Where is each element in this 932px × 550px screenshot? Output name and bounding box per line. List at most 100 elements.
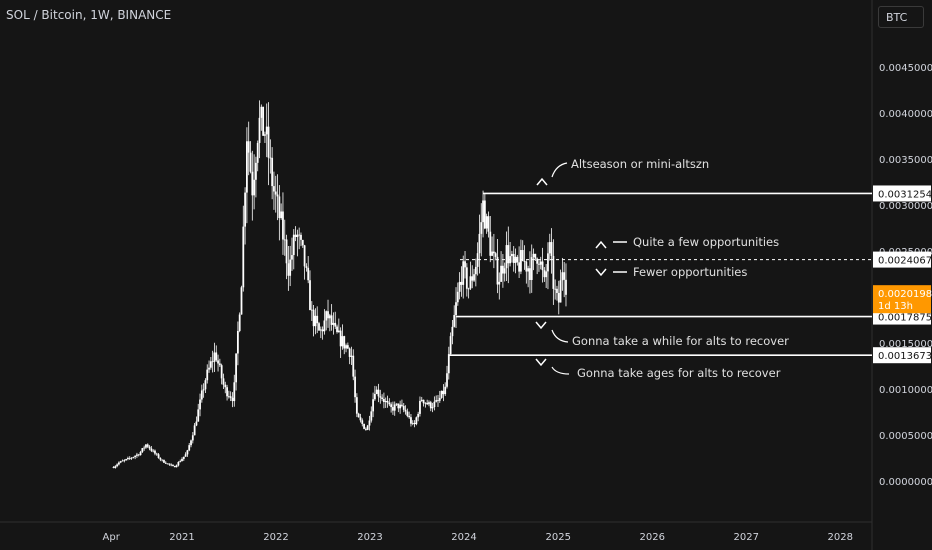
level-price-label: 0.0013673 xyxy=(878,351,932,362)
candle-body xyxy=(511,253,513,257)
candle-body xyxy=(507,245,510,264)
candle-body xyxy=(392,407,394,411)
candle-body xyxy=(446,373,448,387)
candle-body xyxy=(157,454,160,458)
candle-body xyxy=(548,242,551,254)
candle-body xyxy=(116,464,119,467)
candle-body xyxy=(127,457,129,460)
arrow-down-icon xyxy=(595,268,607,277)
annotation-connector xyxy=(551,329,569,343)
candle-body xyxy=(150,448,153,451)
currency-unit-button[interactable]: BTC xyxy=(878,6,924,28)
candle-body xyxy=(404,409,407,412)
candle-body xyxy=(181,458,183,462)
candle-body xyxy=(143,447,146,449)
candles xyxy=(112,100,567,469)
candle-body xyxy=(413,422,416,425)
candle-body xyxy=(460,281,463,285)
candle-body xyxy=(132,457,135,458)
candle-body xyxy=(271,157,274,187)
candle-body xyxy=(368,420,371,426)
candle-body xyxy=(399,404,402,409)
annotation-connector xyxy=(551,366,570,375)
candle-body xyxy=(453,315,456,327)
candle-body xyxy=(249,152,252,172)
candle-body xyxy=(384,400,387,402)
candle-body xyxy=(292,234,295,256)
candle-body xyxy=(397,403,400,409)
annotations: Altseason or mini-altszn Quite a few oppo… xyxy=(535,157,789,380)
candle-body xyxy=(285,239,288,264)
candle-body xyxy=(527,268,530,272)
candle-body xyxy=(373,393,376,400)
candle-body xyxy=(208,367,210,370)
candle-body xyxy=(455,302,457,316)
candle-body xyxy=(478,233,481,254)
candle-body xyxy=(346,345,349,349)
candle-body xyxy=(226,387,228,397)
candle-body xyxy=(422,399,425,404)
candle-body xyxy=(224,384,227,388)
candle-body xyxy=(433,401,436,408)
candle-body xyxy=(341,336,344,347)
candle-body xyxy=(177,462,180,466)
candle-body xyxy=(125,459,128,461)
candle-body xyxy=(381,397,384,399)
candle-body xyxy=(218,363,221,366)
y-tick-label: 0.0005000 xyxy=(879,431,932,442)
candle-body xyxy=(521,250,524,262)
candle-body xyxy=(204,380,207,390)
y-tick-label: 0.0000000 xyxy=(879,477,932,488)
candle-body xyxy=(148,446,151,449)
candle-body xyxy=(419,400,421,414)
y-tick-label: 0.0040000 xyxy=(879,109,932,120)
candle-body xyxy=(352,355,355,377)
candle-body xyxy=(283,239,286,241)
candle-body xyxy=(193,425,196,436)
candle-body xyxy=(145,444,147,448)
candle-body xyxy=(390,404,393,408)
annotation-text: Gonna take a while for alts to recover xyxy=(572,334,789,348)
candle-body xyxy=(393,404,396,411)
level-price-tag xyxy=(873,347,931,364)
candle-body xyxy=(529,268,531,280)
candle-body xyxy=(269,157,272,159)
candle-body xyxy=(121,460,124,462)
candle-body xyxy=(242,226,245,288)
candle-body xyxy=(222,378,225,385)
candle-body xyxy=(364,428,367,430)
candle-body xyxy=(539,261,542,265)
x-tick-label: 2023 xyxy=(357,532,382,543)
y-tick-label: 0.0030000 xyxy=(879,201,932,212)
candle-body xyxy=(191,435,194,441)
candle-body xyxy=(215,352,218,361)
candle-body xyxy=(260,106,263,118)
x-tick-label: 2028 xyxy=(828,532,853,543)
candle-body xyxy=(489,231,492,256)
candle-body xyxy=(350,355,353,357)
candle-body xyxy=(473,274,475,281)
x-tick-label: 2026 xyxy=(640,532,665,543)
candle-body xyxy=(345,345,347,349)
candle-body xyxy=(505,245,508,269)
candle-body xyxy=(480,222,483,234)
candle-body xyxy=(235,353,237,383)
candle-body xyxy=(337,330,340,333)
candle-body xyxy=(137,454,140,456)
candle-body xyxy=(172,465,174,467)
candle-body xyxy=(287,263,290,276)
candle-body xyxy=(518,262,521,272)
candle-body xyxy=(244,192,246,227)
y-tick-label: 0.0035000 xyxy=(879,155,932,166)
candle-body xyxy=(253,179,256,196)
candle-body xyxy=(159,457,162,460)
arrow-up-icon xyxy=(595,240,607,249)
candle-body xyxy=(355,397,358,414)
candle-body xyxy=(168,463,171,465)
y-tick-label: 0.0015000 xyxy=(879,339,932,350)
candle-body xyxy=(123,460,126,461)
candle-body xyxy=(155,453,158,455)
candle-body xyxy=(523,261,526,262)
candle-body xyxy=(227,396,230,398)
